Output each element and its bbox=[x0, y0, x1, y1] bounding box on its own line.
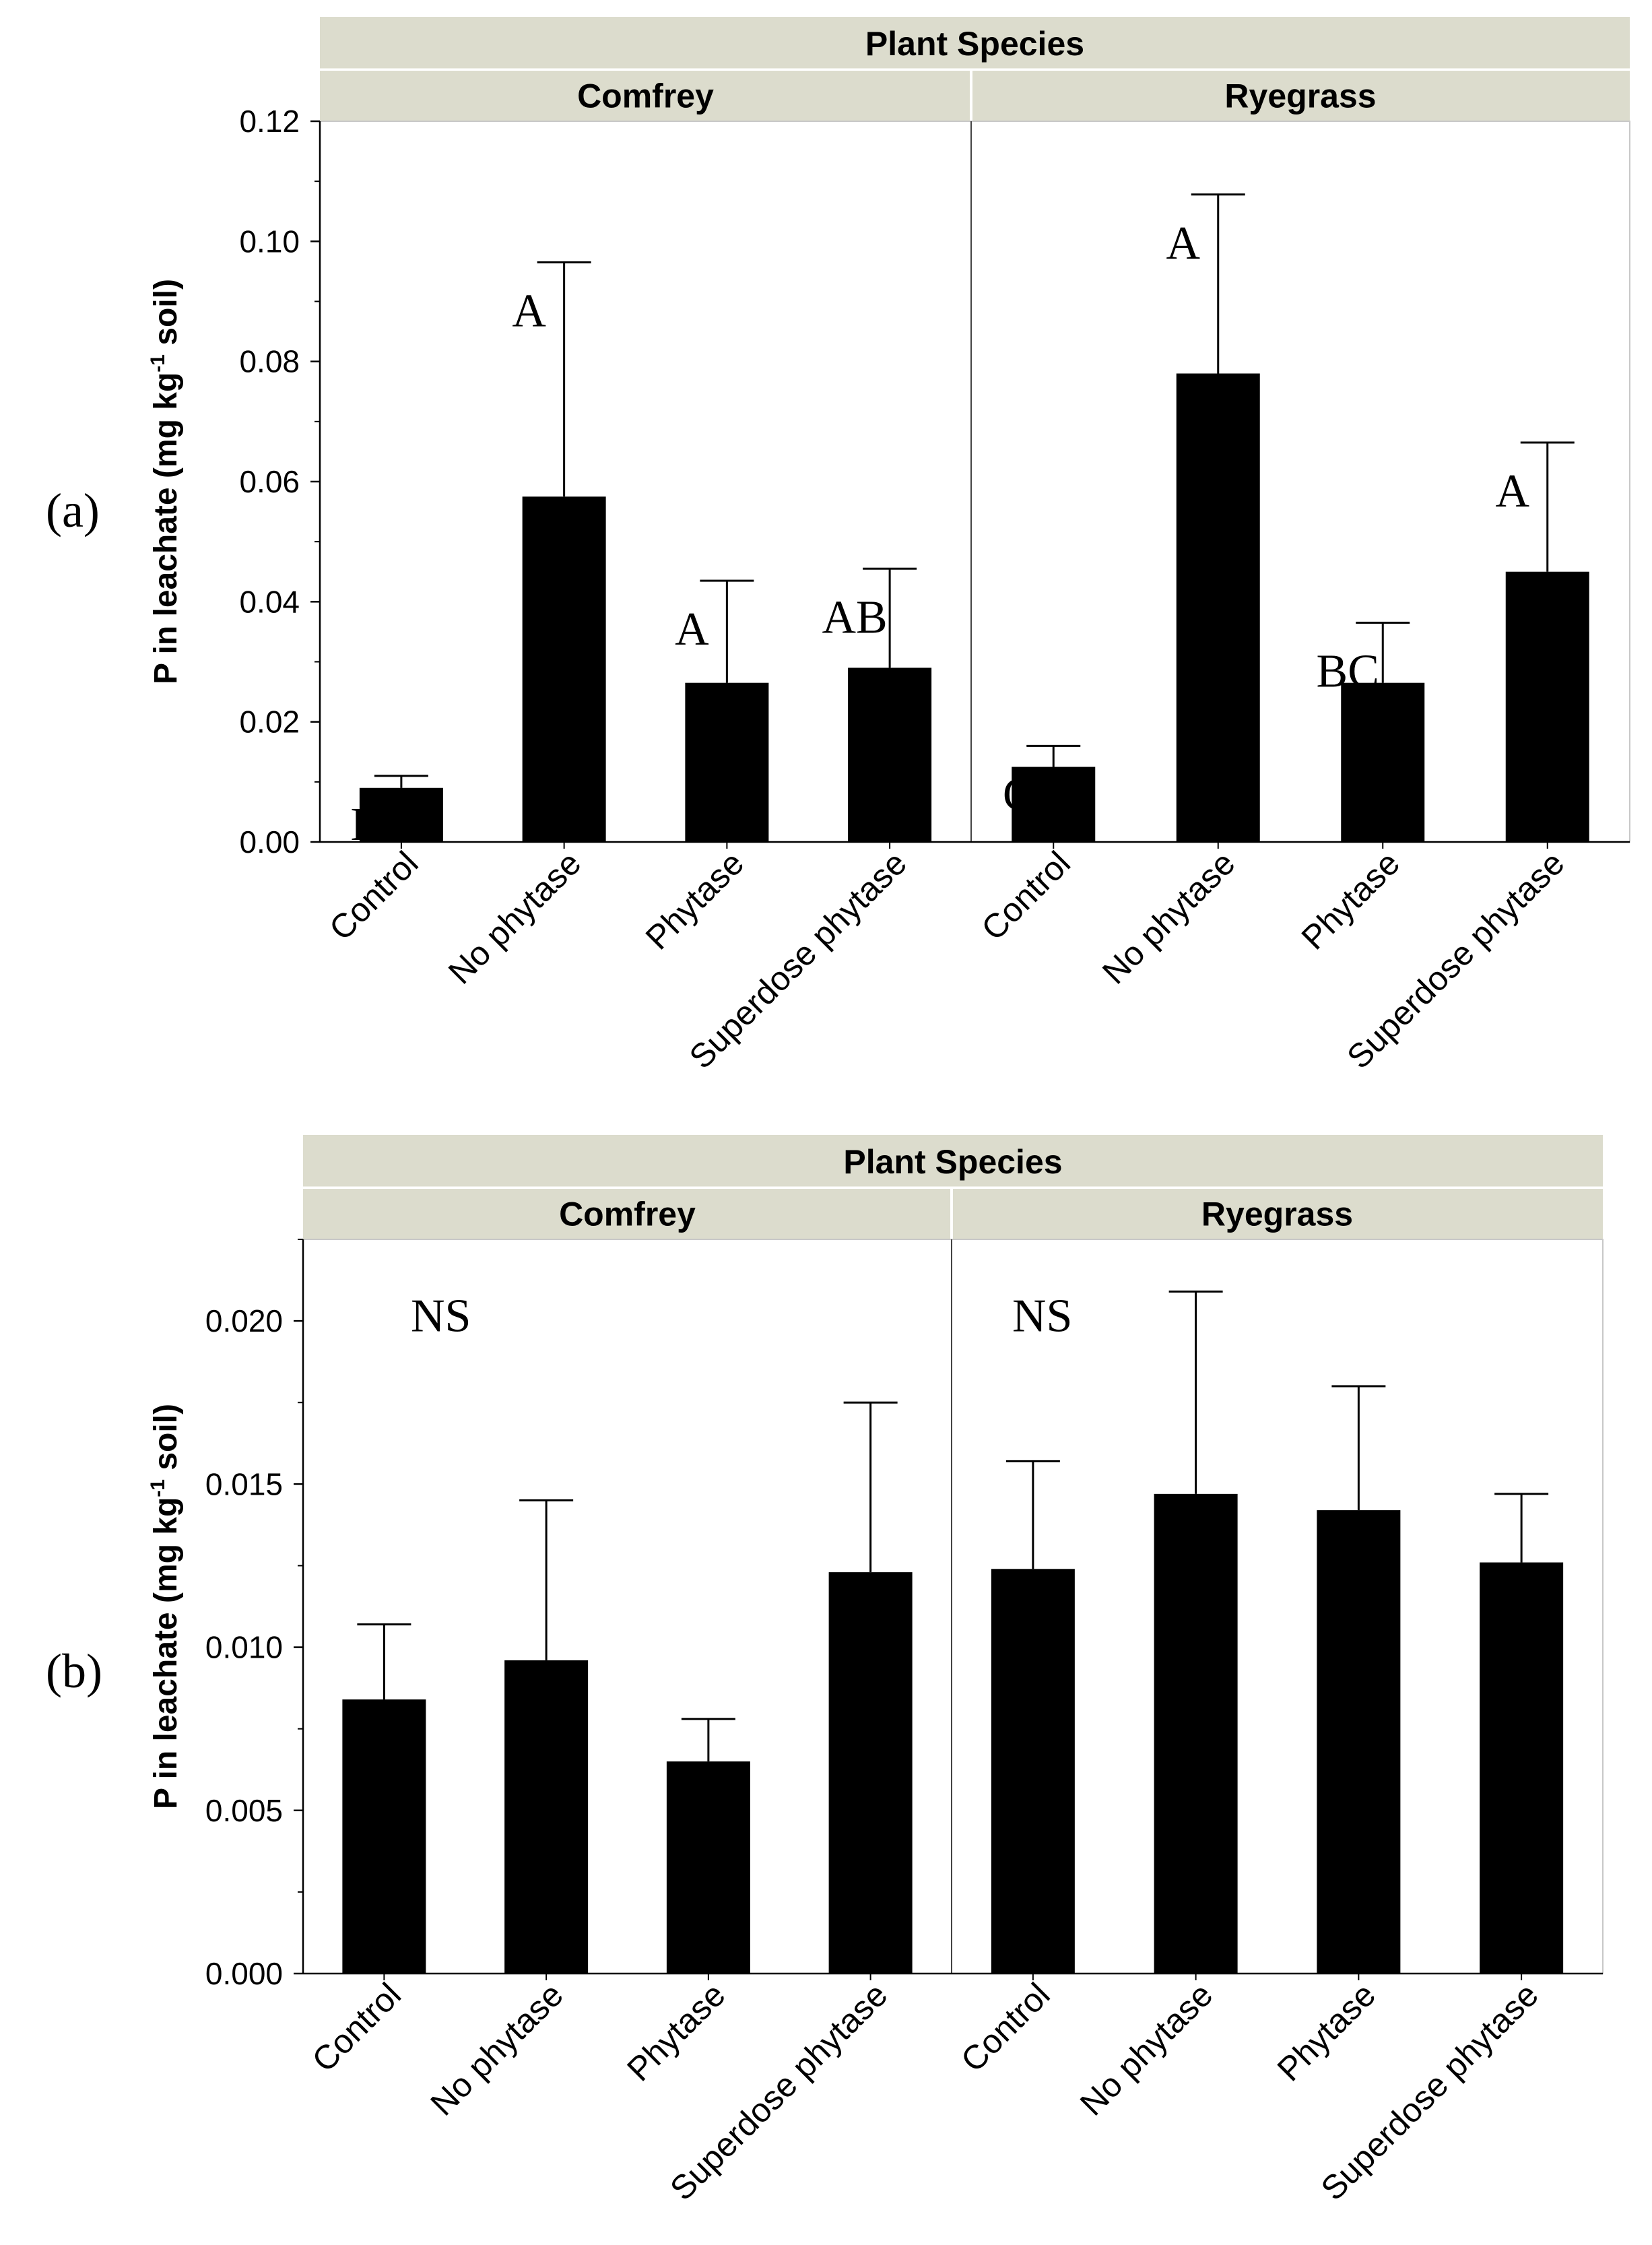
facet-title-strip bbox=[303, 1135, 1603, 1187]
y-axis-label-main: P in leachate (mg kg bbox=[148, 372, 184, 684]
ns-annotation: NS bbox=[411, 1290, 471, 1342]
facet-label-comfrey: Comfrey bbox=[577, 77, 714, 115]
bar bbox=[848, 668, 932, 842]
y-tick-label: 0.00 bbox=[239, 824, 300, 859]
facet-strip-ryegrass bbox=[953, 1189, 1603, 1239]
significance-letter: A bbox=[512, 286, 546, 337]
y-tick-label: 0.020 bbox=[205, 1303, 283, 1338]
y-tick-label: 0.04 bbox=[239, 584, 300, 619]
bar bbox=[1154, 1493, 1238, 1974]
facet-strip-ryegrass bbox=[972, 71, 1630, 121]
y-axis-label-tail: soil) bbox=[148, 279, 184, 354]
bar bbox=[1505, 571, 1589, 842]
bar bbox=[991, 1569, 1075, 1974]
significance-letter: A bbox=[1495, 465, 1529, 517]
y-axis-label-sup: -1 bbox=[147, 354, 169, 372]
plot-frame bbox=[319, 121, 1630, 843]
y-axis-label: P in leachate (mg kg-1 soil) bbox=[147, 1404, 184, 1809]
significance-letter: BC bbox=[1317, 646, 1379, 698]
chart-panel-a: Plant Species Comfrey Ryegrass 0.00 0.02 0.04… bbox=[46, 17, 1630, 1076]
y-axis-label-tail: soil) bbox=[148, 1404, 184, 1479]
bar bbox=[1317, 1510, 1401, 1974]
bar bbox=[1341, 682, 1425, 842]
bar bbox=[666, 1761, 750, 1974]
facet-label-ryegrass: Ryegrass bbox=[1224, 77, 1376, 115]
significance-letter: A bbox=[1166, 218, 1200, 269]
bar bbox=[1012, 767, 1096, 842]
chart-panel-b: Plant Species Comfrey Ryegrass 0.000 0.005 0.… bbox=[46, 1135, 1604, 2207]
ns-annotation: NS bbox=[1012, 1290, 1072, 1342]
y-tick-label: 0.06 bbox=[239, 464, 300, 499]
y-axis-label-main: P in leachate (mg kg bbox=[148, 1497, 184, 1809]
x-tick-label: Phytase bbox=[620, 1976, 732, 2088]
x-tick-label: Control bbox=[954, 1976, 1057, 2079]
bar bbox=[522, 496, 606, 842]
bar bbox=[828, 1572, 913, 1974]
bar bbox=[1176, 373, 1260, 842]
x-tick-label: No phytase bbox=[423, 1976, 570, 2122]
bar bbox=[342, 1699, 426, 1974]
x-tick-label: Phytase bbox=[638, 844, 751, 956]
y-tick-label: 0.02 bbox=[239, 705, 300, 740]
x-tick-label: Control bbox=[974, 844, 1078, 948]
y-tick-label: 0.10 bbox=[239, 224, 300, 259]
x-tick-label: No phytase bbox=[1095, 844, 1242, 991]
x-tick-label: Control bbox=[305, 1976, 409, 2079]
panel-label: (a) bbox=[46, 484, 100, 538]
plot-frame bbox=[302, 1239, 1604, 1974]
facet-label-ryegrass: Ryegrass bbox=[1201, 1196, 1353, 1233]
y-tick-label: 0.005 bbox=[205, 1793, 283, 1828]
x-tick-label: Control bbox=[322, 844, 426, 948]
x-tick-label: No phytase bbox=[1073, 1976, 1220, 2122]
bar bbox=[685, 682, 769, 842]
y-tick-label: 0.12 bbox=[239, 104, 300, 139]
x-tick-label: Phytase bbox=[1270, 1976, 1383, 2088]
facet-title-strip bbox=[320, 17, 1630, 69]
x-tick-label: Phytase bbox=[1294, 844, 1407, 956]
x-tick-label: No phytase bbox=[441, 844, 588, 991]
significance-letter: AB bbox=[822, 591, 888, 643]
facet-strip-comfrey bbox=[303, 1189, 950, 1239]
y-tick-label: 0.08 bbox=[239, 344, 300, 379]
bar bbox=[504, 1660, 589, 1974]
panel-label: (b) bbox=[46, 1644, 102, 1698]
significance-letter: A bbox=[675, 604, 709, 655]
facet-label-comfrey: Comfrey bbox=[559, 1196, 696, 1233]
bar bbox=[359, 787, 443, 842]
significance-letter: C bbox=[1003, 769, 1034, 820]
y-tick-label: 0.010 bbox=[205, 1630, 283, 1665]
bar bbox=[1480, 1562, 1564, 1974]
facet-strip-comfrey bbox=[320, 71, 970, 121]
y-axis-label: P in leachate (mg kg-1 soil) bbox=[147, 279, 184, 684]
y-axis-label-sup: -1 bbox=[147, 1479, 169, 1497]
y-tick-label: 0.015 bbox=[205, 1466, 283, 1501]
facet-title: Plant Species bbox=[865, 25, 1084, 63]
significance-letter: B bbox=[351, 799, 383, 851]
y-tick-label: 0.000 bbox=[205, 1956, 283, 1991]
facet-title: Plant Species bbox=[843, 1143, 1062, 1181]
